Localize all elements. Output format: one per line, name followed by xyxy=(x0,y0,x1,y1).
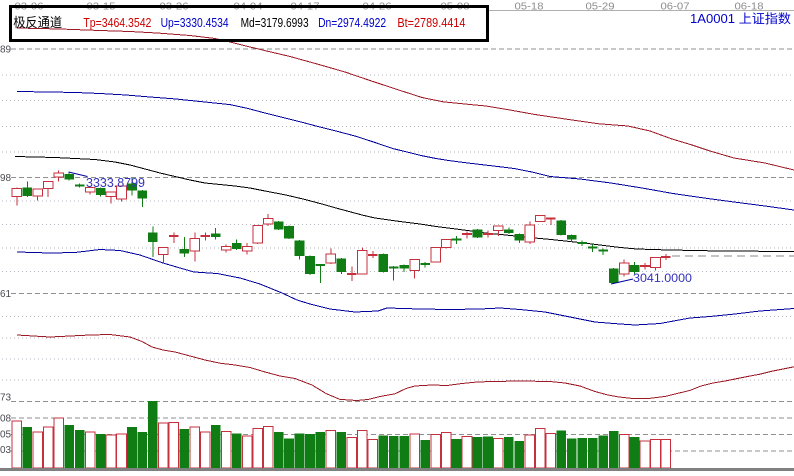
svg-text:1A0001 上证指数: 1A0001 上证指数 xyxy=(690,11,792,26)
svg-text:3041.0000: 3041.0000 xyxy=(633,271,692,285)
svg-text:Bt=2789.4414: Bt=2789.4414 xyxy=(397,15,465,30)
svg-text:Up=3330.4534: Up=3330.4534 xyxy=(161,15,229,30)
svg-text:05-29: 05-29 xyxy=(586,1,615,12)
svg-text:61: 61 xyxy=(0,289,12,300)
svg-text:3333.8799: 3333.8799 xyxy=(86,175,145,190)
svg-text:Md=3179.6993: Md=3179.6993 xyxy=(241,15,309,30)
svg-text:98: 98 xyxy=(0,173,12,184)
svg-text:73: 73 xyxy=(0,393,12,404)
svg-text:05: 05 xyxy=(0,430,12,441)
svg-text:06-07: 06-07 xyxy=(661,1,690,12)
svg-text:89: 89 xyxy=(0,45,12,56)
svg-text:05-18: 05-18 xyxy=(515,1,544,12)
svg-text:极反通道: 极反通道 xyxy=(13,15,62,30)
svg-text:03: 03 xyxy=(0,445,12,456)
svg-text:06-18: 06-18 xyxy=(735,1,764,12)
svg-text:08: 08 xyxy=(0,414,12,425)
svg-text:Dn=2974.4922: Dn=2974.4922 xyxy=(318,15,386,30)
svg-text:Tp=3464.3542: Tp=3464.3542 xyxy=(83,15,151,30)
